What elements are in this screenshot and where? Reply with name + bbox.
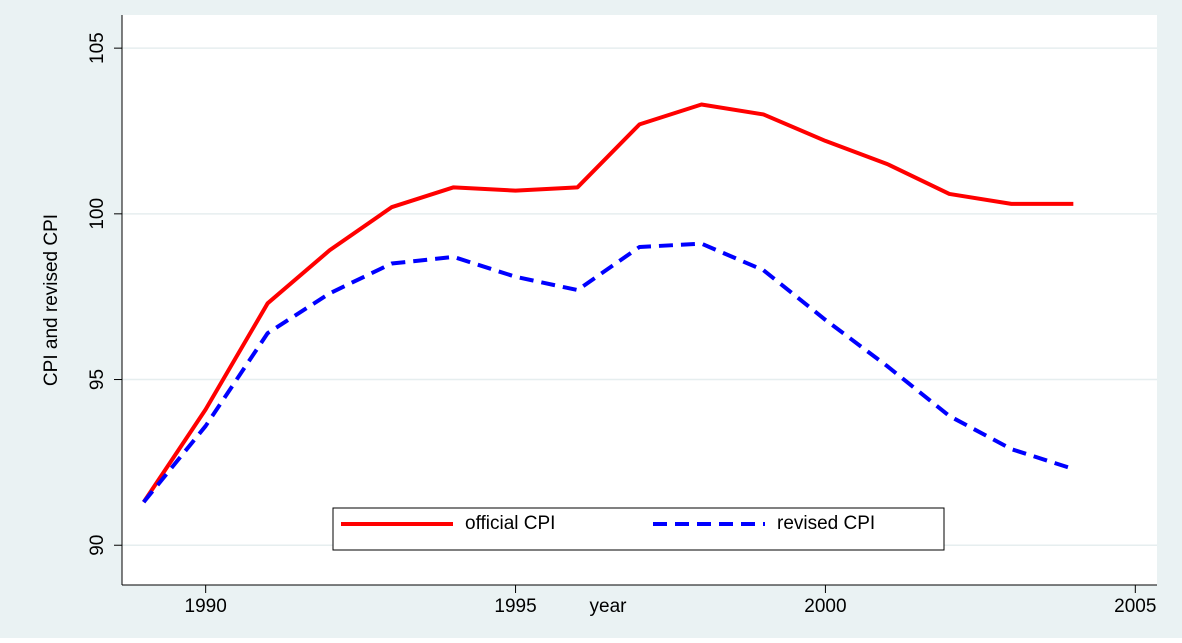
legend-label: official CPI	[465, 513, 555, 534]
x-tick-label: 1990	[185, 596, 227, 617]
x-tick-label: 2005	[1114, 596, 1156, 617]
series-line	[142, 102, 1074, 504]
y-tick-label: 95	[87, 369, 108, 390]
y-axis-title: CPI and revised CPI	[41, 214, 62, 386]
x-axis-title: year	[590, 596, 628, 617]
y-tick-label: 105	[87, 32, 108, 64]
legend-box	[332, 507, 945, 551]
y-tick-label: 100	[87, 198, 108, 230]
x-tick-label: 2000	[804, 596, 846, 617]
y-tick-label: 90	[87, 535, 108, 556]
series-line	[142, 241, 1074, 504]
legend-label: revised CPI	[777, 513, 875, 534]
plot-area	[122, 15, 1157, 585]
x-tick-label: 1995	[494, 596, 536, 617]
